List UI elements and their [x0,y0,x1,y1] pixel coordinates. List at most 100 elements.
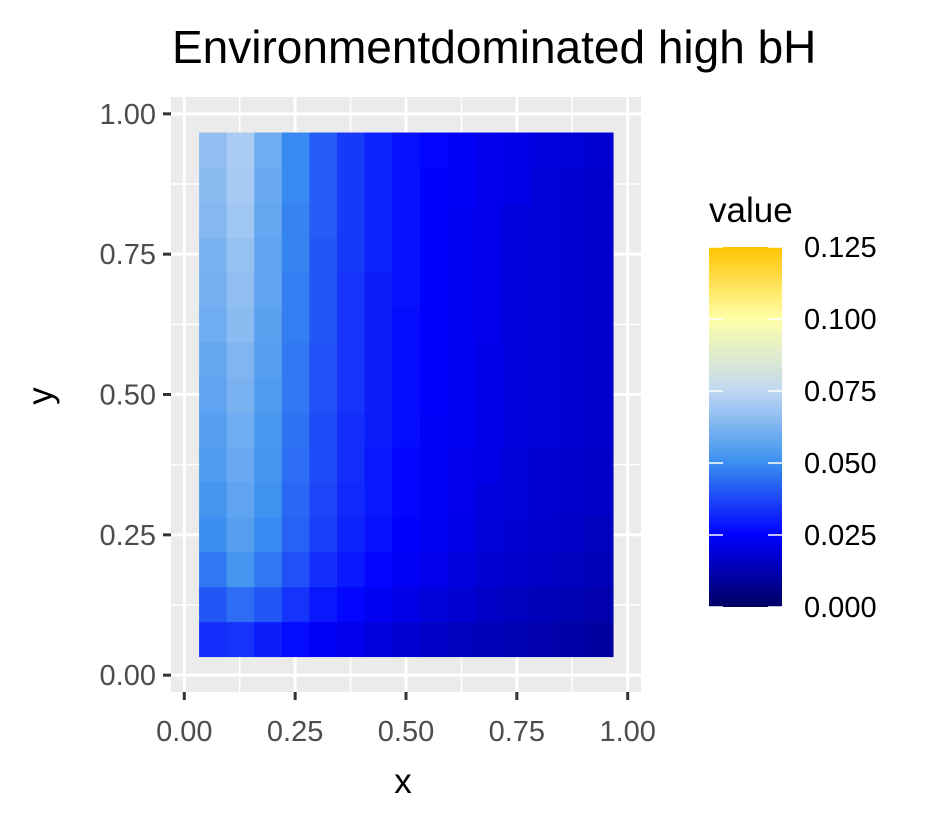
heatmap-tile [226,272,255,308]
x-tick-label: 0.75 [489,716,545,748]
heatmap-tile [557,167,586,203]
heatmap-tile [254,481,283,518]
heatmap-tile [337,411,366,448]
heatmap-tile [585,307,614,343]
color-legend: value 0.000 0.025 0.050 0.075 0.100 0.125 [709,191,877,624]
heatmap-tile [226,516,255,553]
heatmap-tile [281,202,311,238]
heatmap-tile [309,132,338,169]
heatmap-tile [281,167,311,203]
heatmap-tile [530,342,559,378]
heatmap-tile [392,272,421,308]
heatmap-tile [530,132,559,169]
heatmap-tile [254,516,283,553]
heatmap-tile [530,411,559,448]
heatmap-tile [557,516,586,553]
heatmap-tile [585,551,614,588]
heatmap-tile [419,551,448,588]
heatmap-tile [474,551,504,588]
y-tick-label: 0.75 [100,239,156,271]
heatmap-tile [474,446,504,483]
heatmap-tile [254,586,283,623]
heatmap-tile [502,551,531,588]
heatmap-tile [447,621,476,658]
heatmap-tile [419,377,448,413]
legend-label: 0.050 [804,448,877,480]
heatmap-tile [557,342,586,378]
heatmap-tile [254,132,283,169]
heatmap-tile [392,342,421,378]
legend-label: 0.000 [804,592,877,624]
heatmap-tile [585,586,614,623]
heatmap-tile [419,202,448,238]
heatmap-tile [530,446,559,483]
x-tick-label: 0.00 [156,716,212,748]
heatmap-tile [226,342,255,378]
heatmap-tile [392,132,421,169]
heatmap-tile [254,237,283,273]
heatmap-tile [474,586,504,623]
heatmap-tile [585,411,614,448]
y-tick-label: 1.00 [100,99,156,131]
heatmap-tile [419,411,448,448]
heatmap-tile [502,481,531,518]
x-axis-title: x [394,762,412,801]
heatmap-tile [281,446,311,483]
heatmap-tile [530,551,559,588]
x-tick-label: 0.50 [378,716,434,748]
heatmap-tile [585,481,614,518]
heatmap-tile [585,516,614,553]
legend-label: 0.025 [804,520,877,552]
heatmap-tile [199,377,228,413]
heatmap-tile [337,132,366,169]
heatmap-tile [254,377,283,413]
legend-label: 0.125 [804,232,877,264]
heatmap-tile [447,237,476,273]
heatmap-tile [309,167,338,203]
heatmap-tile [309,307,338,343]
heatmap-tile [557,551,586,588]
heatmap-tile [199,167,228,203]
heatmap-tile [281,411,311,448]
heatmap-tile [364,307,393,343]
heatmap-tile [281,307,311,343]
heatmap-tile [419,621,448,658]
x-tick-label: 1.00 [599,716,655,748]
heatmap-tile [447,411,476,448]
heatmap-tile [530,377,559,413]
heatmap-tile [585,272,614,308]
heatmap-tile [557,586,586,623]
heatmap-tile [226,586,255,623]
x-tick-label: 0.25 [267,716,323,748]
heatmap-tile [254,202,283,238]
heatmap-tile [502,342,531,378]
heatmap-tile [447,167,476,203]
heatmap-tile [364,377,393,413]
heatmap-tile [337,481,366,518]
y-axis-title: y [21,387,60,405]
heatmap-tile [474,411,504,448]
heatmap-tile [364,272,393,308]
heatmap-tile [474,516,504,553]
chart-title: Environmentdominated high bH [172,21,816,73]
heatmap-tile [557,411,586,448]
heatmap-tile [502,202,531,238]
heatmap-tile [502,586,531,623]
heatmap-tile [530,586,559,623]
heatmap-tile [364,342,393,378]
heatmap-tile [364,551,393,588]
heatmap-tile [281,132,311,169]
heatmap-tile [309,411,338,448]
heatmap-tile [281,272,311,308]
heatmap-tile [557,377,586,413]
heatmap-tile [226,202,255,238]
heatmap-tile [585,167,614,203]
heatmap-tile [281,586,311,623]
heatmap-tile [585,342,614,378]
heatmap-tile [447,377,476,413]
heatmap-tile [392,586,421,623]
heatmap-tile [502,411,531,448]
heatmap-tile [281,551,311,588]
heatmap-tile [337,621,366,658]
heatmap-tile [199,411,228,448]
